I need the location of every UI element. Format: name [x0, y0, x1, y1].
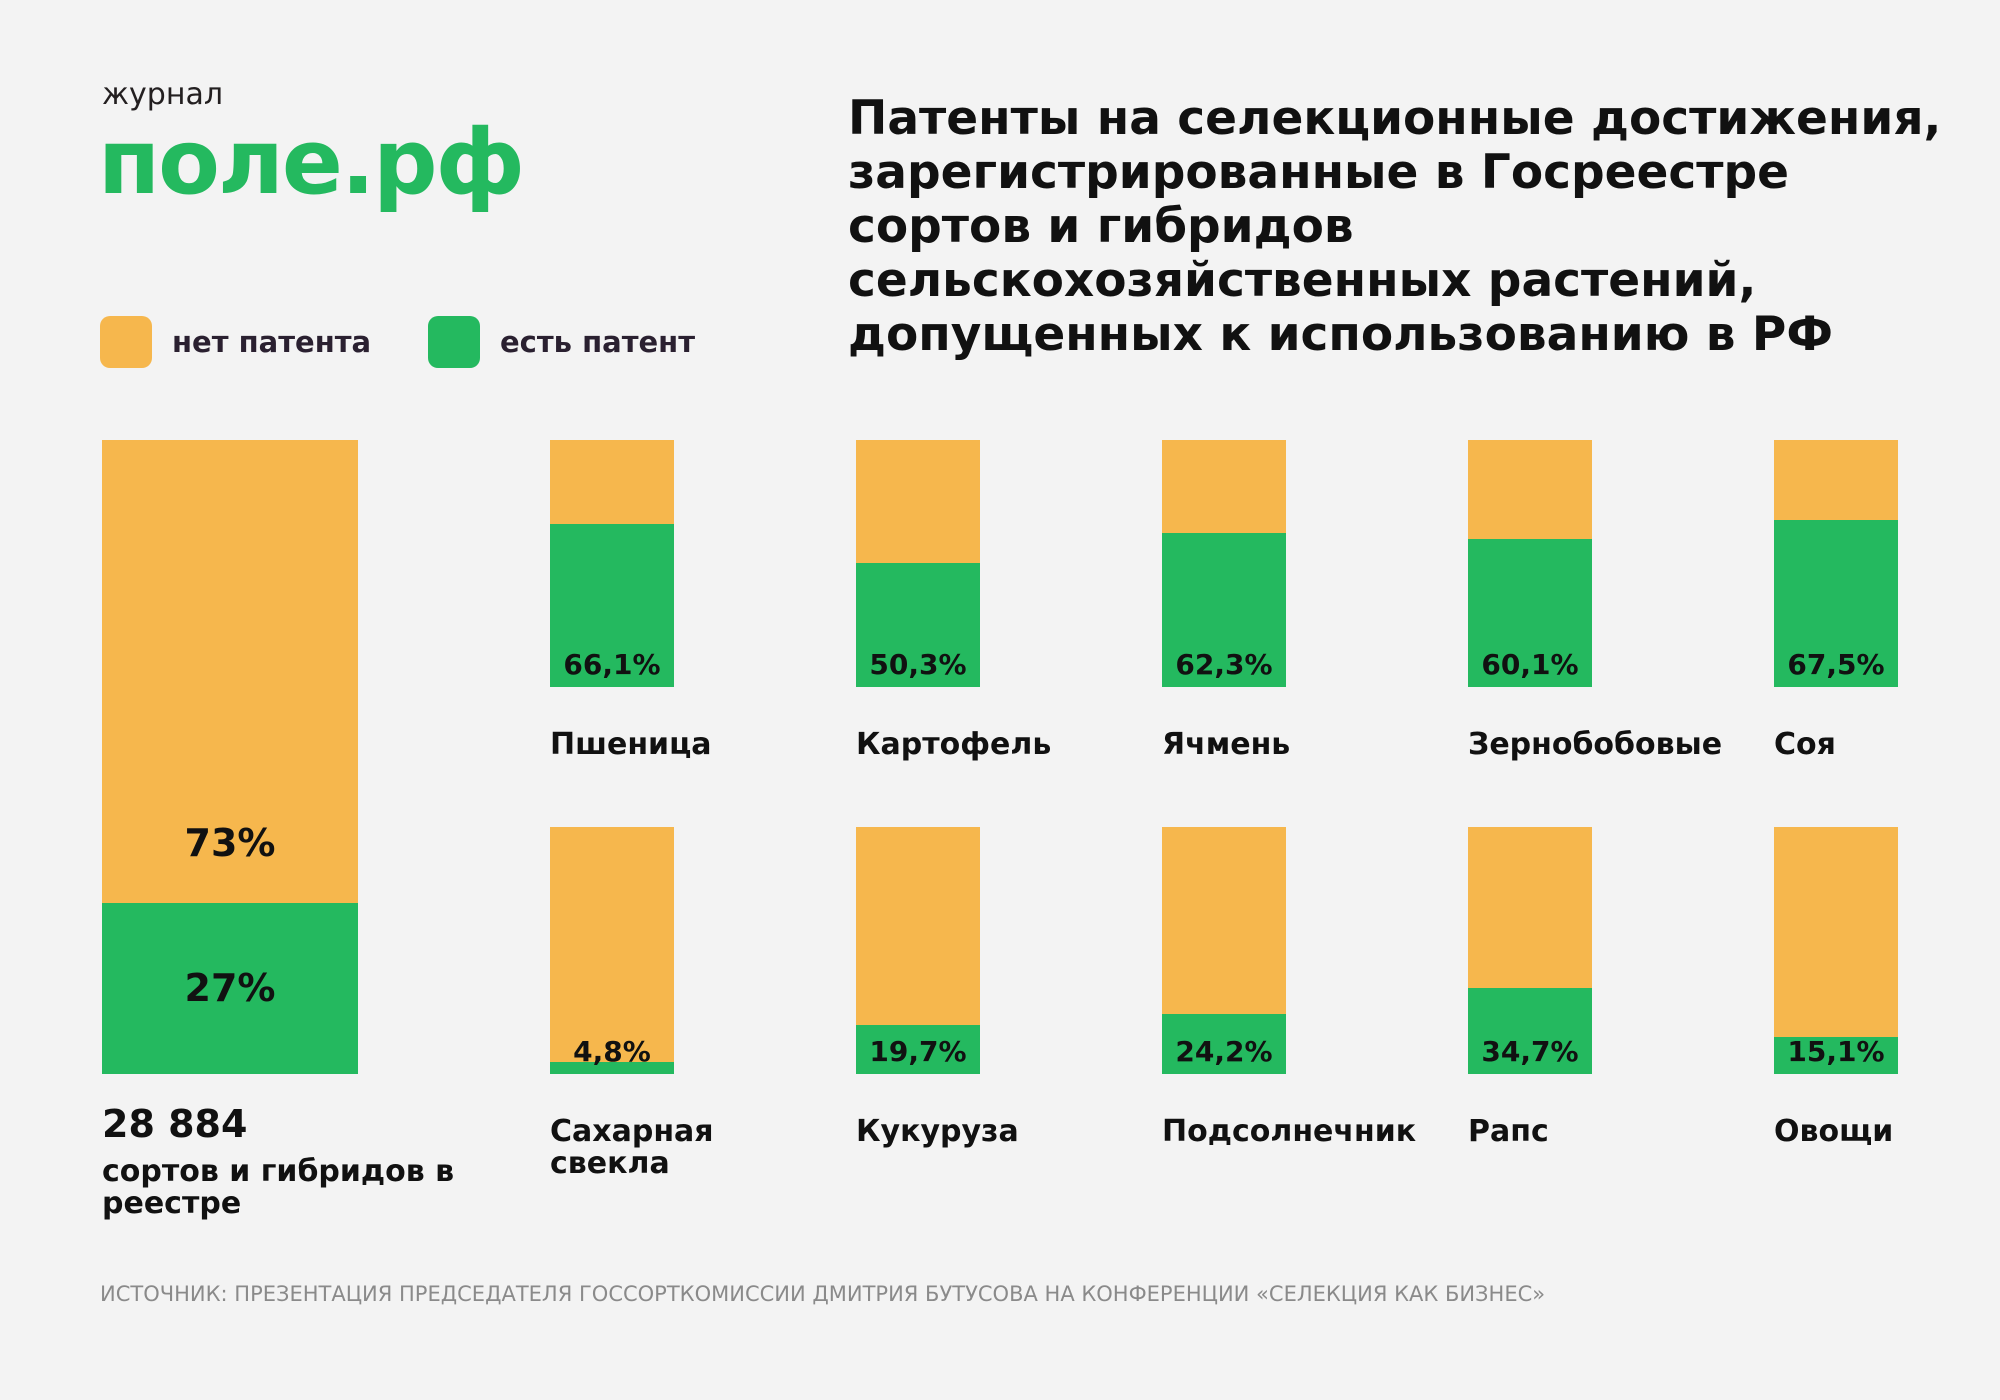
legend-no-patent: нет патента [100, 316, 371, 368]
total-patent-label: 27% [184, 966, 276, 1011]
bar-value-label: 24,2% [1175, 1035, 1273, 1068]
bar-segment-patent [1162, 1014, 1286, 1074]
bar-value-label: 66,1% [563, 648, 661, 681]
total-bar-patent [102, 902, 358, 1074]
bar-value-label: 15,1% [1787, 1035, 1885, 1068]
bar-segment-no-patent [1468, 440, 1592, 539]
total-caption: сортов и гибридов в реестре [102, 1154, 455, 1221]
category-label: Картофель [856, 727, 1052, 762]
bar-9: 15,1% [1774, 827, 1898, 1074]
bar-4: 67,5% [1774, 440, 1898, 687]
legend-patent: есть патент [428, 316, 695, 368]
bar-segment-patent [856, 1025, 980, 1074]
bar-segment-patent [1774, 520, 1898, 687]
total-no-patent-label: 73% [184, 820, 276, 865]
legend-swatch-no-patent [100, 316, 152, 368]
bar-segment-patent [550, 523, 674, 687]
bar-3: 60,1% [1468, 440, 1592, 687]
logo-caption: журнал [102, 77, 223, 112]
bar-value-label: 50,3% [869, 648, 967, 681]
bar-segment-patent [856, 562, 980, 687]
bar-value-label: 67,5% [1787, 648, 1885, 681]
category-label: Рапс [1468, 1114, 1549, 1149]
category-label: Сахарная свекла [550, 1114, 714, 1181]
bar-0: 66,1% [550, 440, 674, 687]
category-label: Овощи [1774, 1114, 1894, 1149]
bar-segment-no-patent [1774, 827, 1898, 1037]
legend-label: есть патент [500, 325, 696, 359]
total-bar-no-patent [102, 440, 358, 903]
bar-value-label: 34,7% [1481, 1035, 1579, 1068]
bar-segment-no-patent [550, 440, 674, 524]
category-label: Подсолнечник [1162, 1114, 1417, 1149]
bar-8: 34,7% [1468, 827, 1592, 1074]
bar-7: 24,2% [1162, 827, 1286, 1074]
category-label: Соя [1774, 727, 1836, 762]
bar-segment-no-patent [550, 827, 674, 1063]
bar-value-label: 62,3% [1175, 648, 1273, 681]
bar-segment-no-patent [1468, 827, 1592, 989]
category-label: Пшеница [550, 727, 712, 762]
category-label: Кукуруза [856, 1114, 1019, 1149]
legend-label: нет патента [172, 325, 372, 359]
bar-value-label: 60,1% [1481, 648, 1579, 681]
chart-title: Патенты на селекционные достижения, заре… [848, 91, 1942, 362]
total-count: 28 884 [102, 1102, 248, 1146]
bar-5: 4,8% [550, 827, 674, 1074]
bar-segment-no-patent [1162, 440, 1286, 534]
category-label: Ячмень [1162, 727, 1291, 762]
bar-segment-patent [1162, 533, 1286, 687]
bar-value-label: 4,8% [573, 1035, 651, 1068]
source-note: ИСТОЧНИК: ПРЕЗЕНТАЦИЯ ПРЕДСЕДАТЕЛЯ ГОССО… [100, 1282, 1546, 1306]
bar-value-label: 19,7% [869, 1035, 967, 1068]
bar-segment-patent [1468, 988, 1592, 1074]
bar-segment-no-patent [1162, 827, 1286, 1015]
logo: поле.рф [98, 110, 525, 215]
bar-segment-no-patent [1774, 440, 1898, 521]
bar-segment-no-patent [856, 827, 980, 1026]
bar-segment-patent [1774, 1036, 1898, 1074]
bar-6: 19,7% [856, 827, 980, 1074]
total-bar: 73% 27% [102, 440, 358, 1074]
bar-segment-patent [1468, 538, 1592, 687]
legend-swatch-patent [428, 316, 480, 368]
bar-1: 50,3% [856, 440, 980, 687]
bar-2: 62,3% [1162, 440, 1286, 687]
bar-segment-no-patent [856, 440, 980, 563]
category-label: Зернобобовые [1468, 727, 1723, 762]
bar-segment-patent [550, 1062, 674, 1074]
